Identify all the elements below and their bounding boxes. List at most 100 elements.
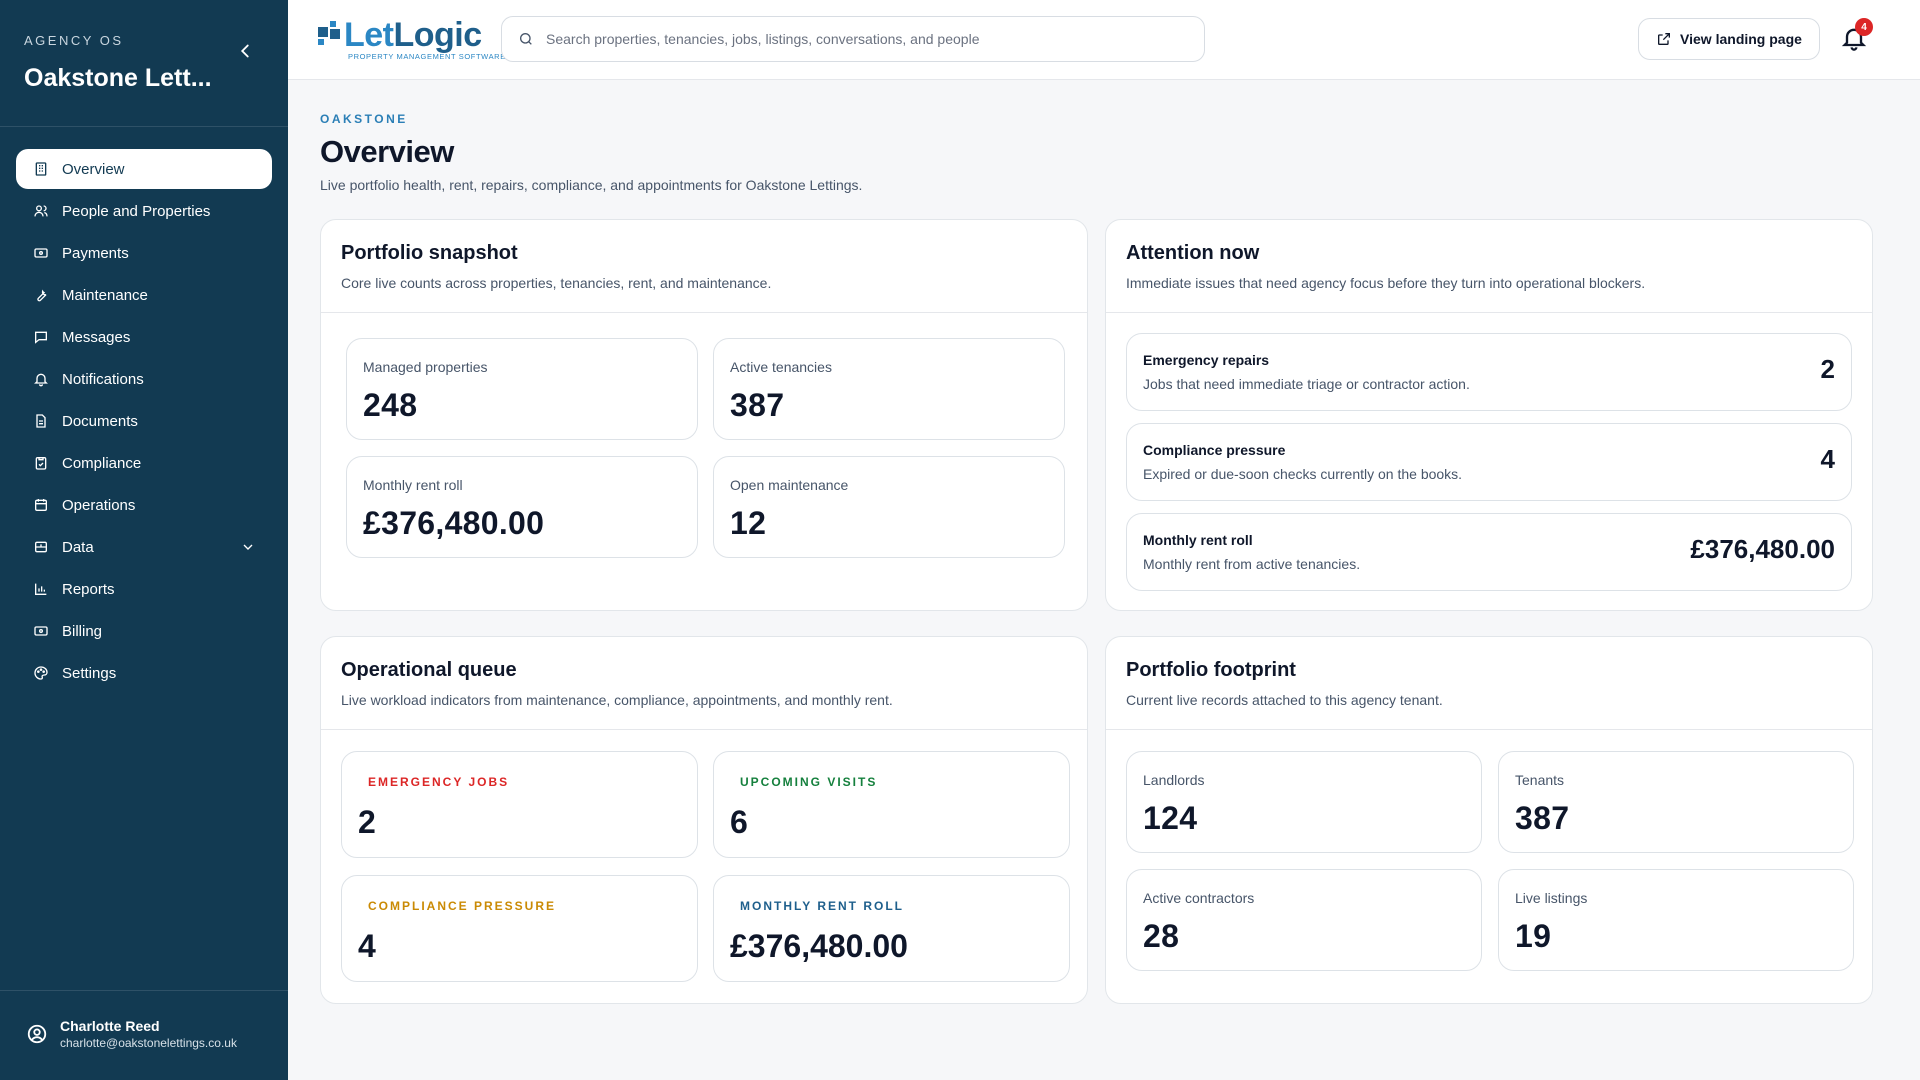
queue-stat-value: 4 xyxy=(358,928,376,964)
sidebar-item-compliance[interactable]: Compliance xyxy=(16,443,272,483)
stat-value: 19 xyxy=(1515,918,1552,954)
queue-stat-upcoming-visits[interactable]: UPCOMING VISITS 6 xyxy=(713,751,1070,858)
sidebar-item-label: Settings xyxy=(62,664,117,682)
stat-value: 387 xyxy=(1515,800,1570,836)
sidebar-item-payments[interactable]: Payments xyxy=(16,233,272,273)
sidebar-item-label: Messages xyxy=(62,328,131,346)
page-eyebrow: OAKSTONE xyxy=(320,112,408,126)
stat-active-tenancies: Active tenancies 387 xyxy=(713,338,1065,440)
card-title: Portfolio snapshot xyxy=(341,242,518,264)
sidebar-item-maintenance[interactable]: Maintenance xyxy=(16,275,272,315)
sidebar-item-label: Notifications xyxy=(62,370,144,388)
chevron-down-icon[interactable] xyxy=(240,539,256,555)
bell-icon xyxy=(32,370,50,388)
card-subtitle: Live workload indicators from maintenanc… xyxy=(341,692,893,708)
portfolio-snapshot-card: Portfolio snapshot Core live counts acro… xyxy=(320,219,1088,611)
stat-label: Managed properties xyxy=(363,359,488,375)
stat-value: 387 xyxy=(730,387,785,423)
queue-stat-label: MONTHLY RENT ROLL xyxy=(740,899,905,913)
attention-item-title: Compliance pressure xyxy=(1143,442,1286,458)
attention-item-subtitle: Expired or due-soon checks currently on … xyxy=(1143,466,1463,482)
sidebar-item-overview[interactable]: Overview xyxy=(16,149,272,189)
card-subtitle: Core live counts across properties, tena… xyxy=(341,275,772,291)
queue-stat-value: £376,480.00 xyxy=(730,928,908,964)
sidebar-item-messages[interactable]: Messages xyxy=(16,317,272,357)
sidebar-divider xyxy=(0,990,288,991)
stat-active-contractors: Active contractors 28 xyxy=(1126,869,1482,971)
sidebar-item-billing[interactable]: Billing xyxy=(16,611,272,651)
logo-tagline: PROPERTY MANAGEMENT SOFTWARE xyxy=(348,52,506,61)
logo-text: LetLogic xyxy=(344,16,482,54)
stat-value: 12 xyxy=(730,505,767,541)
billing-icon xyxy=(32,622,50,640)
user-circle-icon xyxy=(27,1024,47,1044)
sidebar-divider xyxy=(0,126,288,127)
user-profile[interactable]: Charlotte Reed charlotte@oakstoneletting… xyxy=(26,1018,237,1050)
logo-mark-icon xyxy=(318,21,340,45)
stat-managed-properties: Managed properties 248 xyxy=(346,338,698,440)
queue-stat-value: 6 xyxy=(730,804,748,840)
stat-label: Active contractors xyxy=(1143,890,1255,906)
chevron-left-icon[interactable] xyxy=(234,40,256,62)
card-title: Attention now xyxy=(1126,242,1260,264)
stat-tenants: Tenants 387 xyxy=(1498,751,1854,853)
stat-label: Active tenancies xyxy=(730,359,832,375)
palette-icon xyxy=(32,664,50,682)
sidebar-item-reports[interactable]: Reports xyxy=(16,569,272,609)
building-icon xyxy=(32,160,50,178)
bar-chart-icon xyxy=(32,580,50,598)
attention-item-monthly-rent-roll[interactable]: Monthly rent roll Monthly rent from acti… xyxy=(1126,513,1852,591)
sidebar-item-label: Compliance xyxy=(62,454,142,472)
stat-label: Live listings xyxy=(1515,890,1588,906)
sidebar-item-operations[interactable]: Operations xyxy=(16,485,272,525)
queue-stat-emergency-jobs[interactable]: EMERGENCY JOBS 2 xyxy=(341,751,698,858)
database-icon xyxy=(32,538,50,556)
sidebar-item-settings[interactable]: Settings xyxy=(16,653,272,693)
user-email: charlotte@oakstonelettings.co.uk xyxy=(60,1036,237,1050)
search-input[interactable] xyxy=(546,31,1166,47)
card-header: Operational queue Live workload indicato… xyxy=(321,637,1087,730)
sidebar-item-label: Operations xyxy=(62,496,136,514)
sidebar-item-label: Data xyxy=(62,538,94,556)
sidebar-item-documents[interactable]: Documents xyxy=(16,401,272,441)
clipboard-check-icon xyxy=(32,454,50,472)
sidebar-item-label: People and Properties xyxy=(62,202,211,220)
notification-count-badge: 4 xyxy=(1855,18,1873,36)
attention-item-emergency-repairs[interactable]: Emergency repairs Jobs that need immedia… xyxy=(1126,333,1852,411)
attention-item-value: £376,480.00 xyxy=(1690,534,1835,564)
stat-label: Tenants xyxy=(1515,772,1565,788)
letlogic-logo[interactable]: LetLogic PROPERTY MANAGEMENT SOFTWARE xyxy=(318,16,505,62)
topbar: LetLogic PROPERTY MANAGEMENT SOFTWARE Vi… xyxy=(288,0,1920,80)
sidebar-item-label: Payments xyxy=(62,244,129,262)
operational-queue-card: Operational queue Live workload indicato… xyxy=(320,636,1088,1004)
stat-live-listings: Live listings 19 xyxy=(1498,869,1854,971)
view-landing-page-button[interactable]: View landing page xyxy=(1638,18,1820,60)
card-title: Portfolio footprint xyxy=(1126,659,1296,681)
stat-open-maintenance: Open maintenance 12 xyxy=(713,456,1065,558)
payments-icon xyxy=(32,244,50,262)
attention-item-compliance-pressure[interactable]: Compliance pressure Expired or due-soon … xyxy=(1126,423,1852,501)
logo-text-logic: Logic xyxy=(393,16,483,54)
sidebar-item-notifications[interactable]: Notifications xyxy=(16,359,272,399)
stat-value: £376,480.00 xyxy=(363,505,545,541)
view-landing-page-label: View landing page xyxy=(1680,31,1802,47)
queue-stat-monthly-rent-roll[interactable]: MONTHLY RENT ROLL £376,480.00 xyxy=(713,875,1070,982)
card-header: Portfolio snapshot Core live counts acro… xyxy=(321,220,1087,313)
sidebar-item-data[interactable]: Data xyxy=(16,527,272,567)
sidebar-nav: Overview People and Properties Payments … xyxy=(16,149,272,695)
stat-label: Open maintenance xyxy=(730,477,849,493)
attention-item-title: Emergency repairs xyxy=(1143,352,1270,368)
queue-stat-value: 2 xyxy=(358,804,376,840)
attention-item-subtitle: Jobs that need immediate triage or contr… xyxy=(1143,376,1470,392)
global-search[interactable] xyxy=(501,16,1205,62)
queue-stat-compliance-pressure[interactable]: COMPLIANCE PRESSURE 4 xyxy=(341,875,698,982)
stat-monthly-rent-roll: Monthly rent roll £376,480.00 xyxy=(346,456,698,558)
sidebar-item-people-and-properties[interactable]: People and Properties xyxy=(16,191,272,231)
agency-label: AGENCY OS xyxy=(24,33,124,48)
page-subtitle: Live portfolio health, rent, repairs, co… xyxy=(320,177,863,193)
portfolio-footprint-card: Portfolio footprint Current live records… xyxy=(1105,636,1873,1004)
attention-item-value: 2 xyxy=(1820,354,1835,384)
stat-value: 124 xyxy=(1143,800,1198,836)
card-title: Operational queue xyxy=(341,659,517,681)
sidebar-item-label: Billing xyxy=(62,622,103,640)
